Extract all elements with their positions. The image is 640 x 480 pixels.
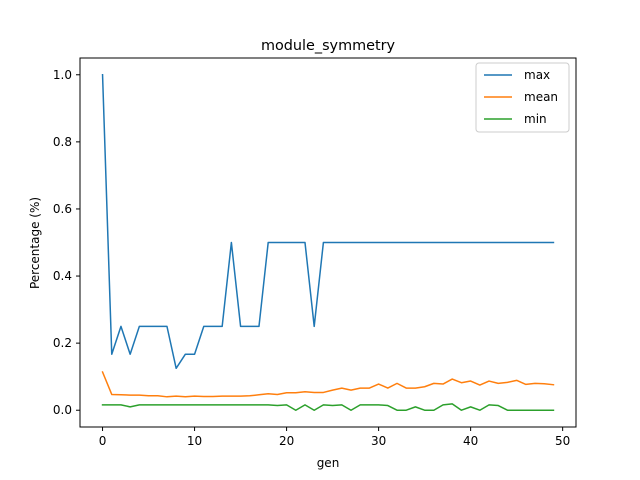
series-lines [101, 73, 555, 411]
series-line-min [101, 403, 555, 411]
x-axis: 0 10 20 30 40 50 [99, 427, 570, 448]
x-tick-label: 40 [463, 434, 478, 448]
y-tick-label: 1.0 [53, 68, 72, 82]
legend: max mean min [475, 62, 570, 133]
x-tick-label: 50 [555, 434, 570, 448]
x-axis-label: gen [317, 456, 340, 470]
x-tick-label: 0 [99, 434, 107, 448]
legend-box [475, 62, 570, 133]
y-tick-label: 0.8 [53, 135, 72, 149]
y-tick-label: 0.0 [53, 403, 72, 417]
legend-label-min: min [524, 112, 547, 126]
y-tick-label: 0.4 [53, 269, 72, 283]
x-tick-label: 30 [371, 434, 386, 448]
legend-label-mean: mean [524, 90, 558, 104]
x-tick-label: 20 [279, 434, 294, 448]
plot-frame [79, 57, 577, 428]
y-axis-label: Percentage (%) [28, 197, 42, 289]
chart-title: module_symmetry [261, 38, 396, 54]
y-axis: 0.0 0.2 0.4 0.6 0.8 1.0 [53, 68, 80, 417]
series-line-mean [101, 371, 555, 398]
x-tick-label: 10 [187, 434, 202, 448]
series-line-max [101, 73, 555, 370]
y-tick-label: 0.6 [53, 202, 72, 216]
y-tick-label: 0.2 [53, 336, 72, 350]
legend-label-max: max [524, 68, 550, 82]
